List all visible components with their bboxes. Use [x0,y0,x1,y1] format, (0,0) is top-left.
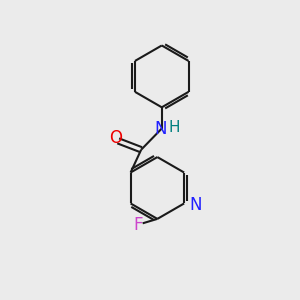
Text: O: O [109,129,122,147]
Text: N: N [154,119,167,137]
Text: F: F [134,216,143,234]
Text: H: H [168,119,180,134]
Text: N: N [189,196,202,214]
